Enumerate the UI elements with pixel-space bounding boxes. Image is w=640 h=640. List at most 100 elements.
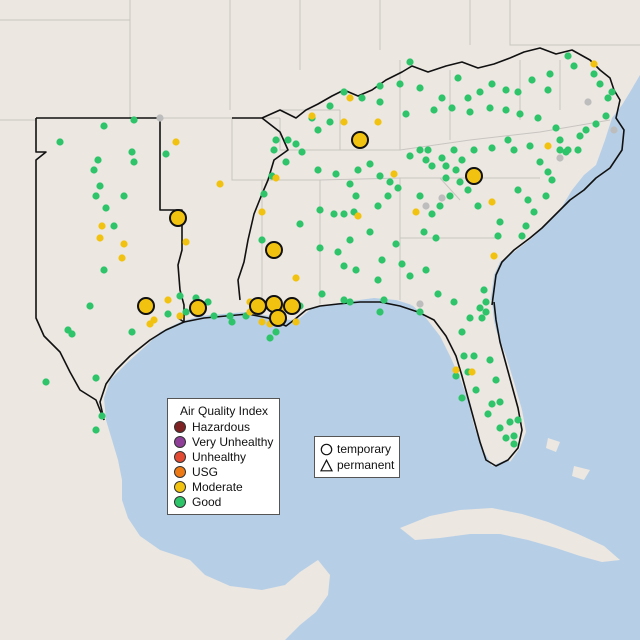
monitor-good[interactable] [380,296,388,304]
monitor-good[interactable] [530,208,538,216]
monitor-good[interactable] [292,140,300,148]
temporary-monitor-moderate[interactable] [351,131,369,149]
monitor-good[interactable] [438,154,446,162]
monitor-good[interactable] [604,94,612,102]
monitor-good[interactable] [366,160,374,168]
monitor-good[interactable] [452,372,460,380]
monitor-no-data[interactable] [416,300,424,308]
monitor-good[interactable] [454,74,462,82]
monitor-good[interactable] [374,202,382,210]
monitor-good[interactable] [162,150,170,158]
monitor-good[interactable] [314,166,322,174]
monitor-good[interactable] [204,298,212,306]
monitor-no-data[interactable] [156,114,164,122]
monitor-good[interactable] [432,234,440,242]
monitor-good[interactable] [504,136,512,144]
temporary-monitor-moderate[interactable] [189,299,207,317]
monitor-good[interactable] [510,146,518,154]
monitor-good[interactable] [556,136,564,144]
monitor-good[interactable] [488,144,496,152]
monitor-no-data[interactable] [422,202,430,210]
monitor-good[interactable] [474,202,482,210]
monitor-good[interactable] [374,276,382,284]
monitor-good[interactable] [596,80,604,88]
monitor-no-data[interactable] [556,154,564,162]
monitor-good[interactable] [484,410,492,418]
monitor-good[interactable] [442,174,450,182]
monitor-moderate[interactable] [544,142,552,150]
monitor-good[interactable] [378,256,386,264]
monitor-good[interactable] [182,308,190,316]
monitor-moderate[interactable] [216,180,224,188]
monitor-moderate[interactable] [258,318,266,326]
monitor-good[interactable] [128,148,136,156]
monitor-good[interactable] [436,202,444,210]
monitor-good[interactable] [384,192,392,200]
monitor-good[interactable] [486,356,494,364]
monitor-good[interactable] [416,84,424,92]
monitor-good[interactable] [476,88,484,96]
monitor-good[interactable] [496,424,504,432]
monitor-moderate[interactable] [390,170,398,178]
monitor-moderate[interactable] [488,198,496,206]
monitor-good[interactable] [346,298,354,306]
monitor-moderate[interactable] [164,296,172,304]
monitor-good[interactable] [564,146,572,154]
monitor-moderate[interactable] [182,238,190,246]
monitor-moderate[interactable] [292,274,300,282]
monitor-good[interactable] [392,240,400,248]
monitor-good[interactable] [514,88,522,96]
monitor-good[interactable] [130,158,138,166]
temporary-monitor-moderate[interactable] [137,297,155,315]
monitor-good[interactable] [94,156,102,164]
monitor-moderate[interactable] [490,252,498,260]
monitor-good[interactable] [326,102,334,110]
monitor-good[interactable] [376,82,384,90]
monitor-good[interactable] [502,434,510,442]
monitor-good[interactable] [416,146,424,154]
monitor-good[interactable] [352,192,360,200]
monitor-good[interactable] [42,378,50,386]
monitor-moderate[interactable] [98,222,106,230]
monitor-moderate[interactable] [468,368,476,376]
monitor-good[interactable] [316,206,324,214]
monitor-moderate[interactable] [176,312,184,320]
monitor-good[interactable] [226,312,234,320]
monitor-good[interactable] [582,126,590,134]
monitor-good[interactable] [100,266,108,274]
monitor-good[interactable] [406,152,414,160]
monitor-good[interactable] [340,262,348,270]
monitor-good[interactable] [416,308,424,316]
monitor-good[interactable] [486,104,494,112]
monitor-good[interactable] [406,272,414,280]
monitor-good[interactable] [298,148,306,156]
monitor-good[interactable] [96,182,104,190]
monitor-good[interactable] [514,416,522,424]
monitor-good[interactable] [496,398,504,406]
monitor-good[interactable] [526,142,534,150]
monitor-good[interactable] [502,106,510,114]
monitor-good[interactable] [456,178,464,186]
monitor-good[interactable] [366,228,374,236]
monitor-good[interactable] [464,186,472,194]
monitor-good[interactable] [332,170,340,178]
monitor-moderate[interactable] [150,316,158,324]
monitor-good[interactable] [478,314,486,322]
monitor-good[interactable] [228,318,236,326]
monitor-good[interactable] [590,70,598,78]
monitor-good[interactable] [592,120,600,128]
monitor-good[interactable] [314,126,322,134]
monitor-good[interactable] [326,118,334,126]
temporary-monitor-moderate[interactable] [169,209,187,227]
monitor-good[interactable] [422,156,430,164]
monitor-good[interactable] [542,192,550,200]
monitor-good[interactable] [358,94,366,102]
monitor-good[interactable] [546,70,554,78]
monitor-good[interactable] [460,352,468,360]
monitor-moderate[interactable] [308,112,316,120]
monitor-good[interactable] [480,286,488,294]
monitor-good[interactable] [536,158,544,166]
monitor-good[interactable] [470,352,478,360]
monitor-good[interactable] [476,304,484,312]
